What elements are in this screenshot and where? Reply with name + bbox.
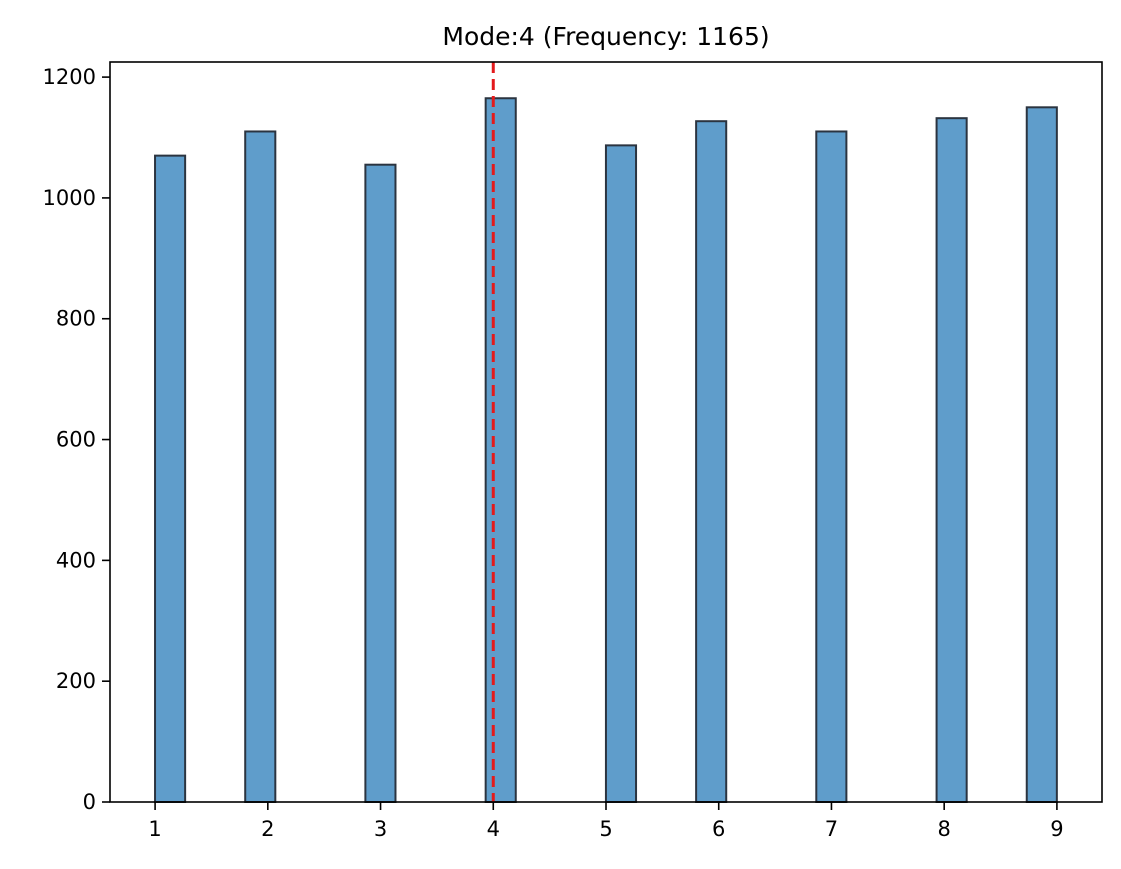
histogram-bar xyxy=(695,120,728,803)
x-tick-label: 3 xyxy=(374,817,387,841)
x-tick-label: 8 xyxy=(937,817,950,841)
y-tick-label: 1200 xyxy=(43,65,96,89)
histogram-bar xyxy=(154,154,187,804)
histogram-bar xyxy=(604,144,638,803)
histogram-bar xyxy=(484,97,517,804)
y-tick-label: 800 xyxy=(56,307,96,331)
x-tick-label: 1 xyxy=(148,817,161,841)
x-tick-label: 7 xyxy=(825,817,838,841)
y-tick-label: 200 xyxy=(56,669,96,693)
bars-group xyxy=(154,97,1058,804)
histogram-bar xyxy=(935,117,968,804)
histogram-bar xyxy=(244,130,277,804)
y-tick-label: 400 xyxy=(56,548,96,572)
chart-title: Mode:4 (Frequency: 1165) xyxy=(442,22,769,51)
y-tick-label: 600 xyxy=(56,428,96,452)
x-tick-label: 9 xyxy=(1050,817,1063,841)
histogram-bar xyxy=(815,130,848,804)
x-tick-label: 5 xyxy=(599,817,612,841)
y-tick-label: 1000 xyxy=(43,186,96,210)
histogram-bar xyxy=(364,163,397,804)
x-tick-label: 4 xyxy=(487,817,500,841)
histogram-bar xyxy=(1025,106,1058,803)
y-axis: 0 200 400 600 800 1000 1200 xyxy=(43,65,110,814)
x-tick-label: 6 xyxy=(712,817,725,841)
x-tick-label: 2 xyxy=(261,817,274,841)
x-axis: 1 2 3 4 5 6 7 8 9 xyxy=(148,802,1064,841)
y-tick-label: 0 xyxy=(83,790,96,814)
